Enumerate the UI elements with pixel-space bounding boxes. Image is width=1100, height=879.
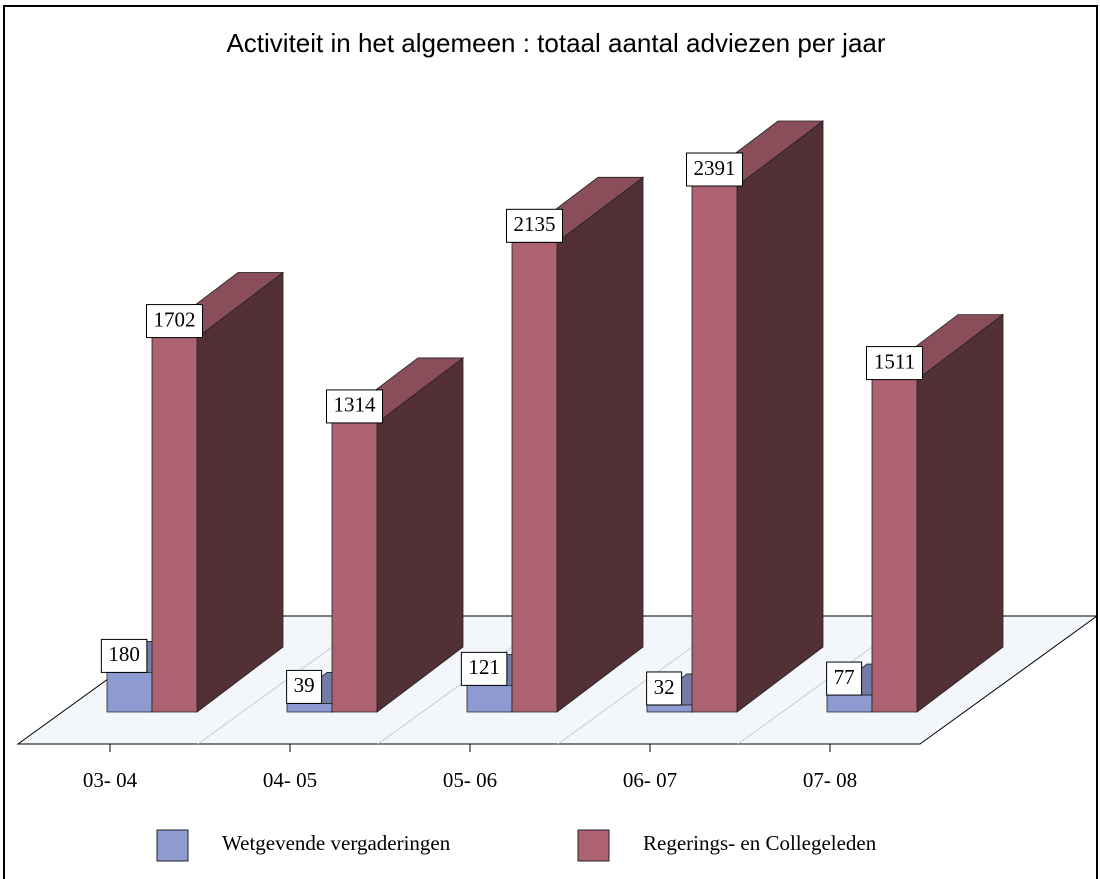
value-label: 180 [108, 642, 140, 666]
value-label-box [146, 304, 203, 339]
value-label-box [286, 669, 323, 704]
value-label-box [866, 346, 923, 381]
bar-front [466, 684, 513, 713]
value-label: 39 [294, 673, 315, 697]
value-label: 32 [654, 675, 675, 699]
value-label-box [686, 152, 743, 187]
bar [330, 357, 465, 713]
legend-label: Regerings- en Collegeleden [643, 831, 877, 855]
value-label: 2391 [694, 156, 736, 180]
bar-side [196, 271, 284, 713]
value-label-box [506, 208, 563, 243]
legend-swatch [577, 829, 610, 862]
value-label-box [826, 661, 863, 696]
x-tick-label: 05- 06 [443, 768, 497, 792]
legend-swatch [156, 829, 189, 862]
bar-side [556, 176, 644, 713]
bar-front [646, 704, 693, 713]
value-label: 1702 [154, 307, 196, 331]
value-label-box [326, 389, 383, 424]
bar-front [691, 185, 738, 713]
value-label: 1314 [334, 393, 377, 417]
bar-side [916, 313, 1004, 713]
chart-title: Activiteit in het algemeen : totaal aant… [226, 28, 885, 58]
value-label: 121 [468, 655, 500, 679]
x-tick-label: 07- 08 [803, 768, 857, 792]
x-tick-label: 04- 05 [263, 768, 317, 792]
bar-front [286, 703, 333, 713]
value-label-box [100, 638, 148, 673]
bar-front [826, 694, 873, 713]
bar-front [871, 379, 918, 713]
bar [510, 176, 645, 713]
value-label-box [646, 671, 683, 706]
bar-side [736, 120, 824, 713]
bar [690, 120, 825, 713]
value-label: 2135 [514, 212, 556, 236]
value-label-box [460, 651, 508, 686]
legend-label: Wetgevende vergaderingen [222, 831, 451, 855]
bar-front [106, 672, 153, 713]
x-tick-label: 06- 07 [623, 768, 677, 792]
value-label: 1511 [874, 349, 915, 373]
bar-front [511, 241, 558, 713]
bar [150, 271, 285, 713]
x-tick-label: 03- 04 [83, 768, 138, 792]
value-label: 77 [834, 665, 855, 689]
bar-front [331, 422, 378, 713]
bar-front [151, 337, 198, 713]
